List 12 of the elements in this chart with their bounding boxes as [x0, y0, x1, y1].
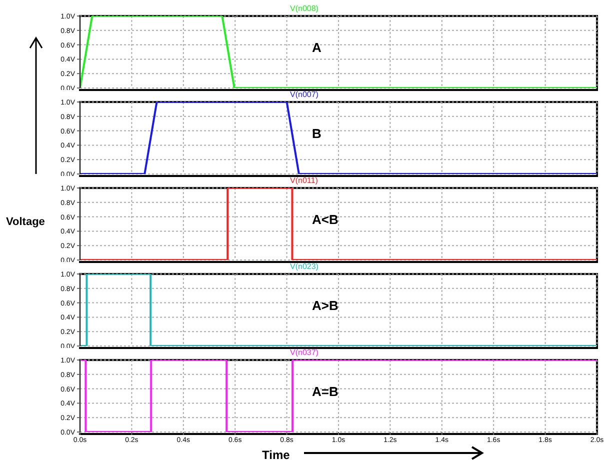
annotation: A>B: [312, 298, 338, 313]
text: V(n008): [290, 4, 318, 14]
series-label: V(n037): [290, 348, 318, 358]
annotation: A<B: [312, 212, 338, 227]
annotation: A: [312, 40, 322, 55]
y-axis-title: Voltage: [6, 216, 45, 228]
annotation: A=B: [312, 384, 338, 399]
series-label: V(n007): [290, 90, 318, 100]
series-label: V(n011): [290, 176, 318, 186]
text: V(n023): [290, 262, 318, 272]
x-axis-title: Time: [262, 448, 290, 462]
annotation: B: [312, 126, 322, 141]
